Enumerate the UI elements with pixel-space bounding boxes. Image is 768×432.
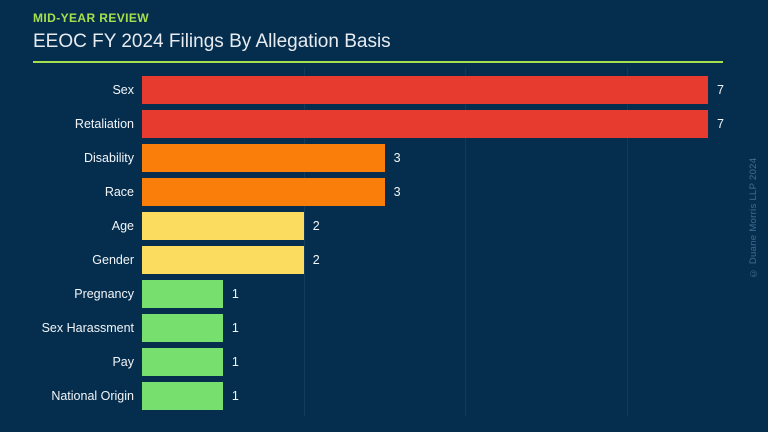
bar [142,212,304,240]
value-label: 2 [312,253,320,267]
gridline-x-6 [627,68,629,416]
bar [142,178,385,206]
value-label: 3 [393,151,401,165]
bar-row: National Origin 1 [0,379,740,413]
category-label: Disability [83,151,134,165]
bar-track: 3 [142,141,740,175]
category-label: Gender [92,253,134,267]
bar-row: Gender 2 [0,243,740,277]
page-title: EEOC FY 2024 Filings By Allegation Basis [33,31,391,52]
category-label: Sex [112,83,134,97]
category-label: National Origin [51,389,134,403]
bar-row: Sex 7 [0,73,740,107]
category-label: Sex Harassment [41,321,134,335]
value-label: 1 [231,389,239,403]
value-label: 1 [231,355,239,369]
bar-chart: Sex 7 Retaliation 7 Disability 3 Race 3 … [0,73,740,413]
plot-area [142,68,708,416]
bar [142,246,304,274]
category-label: Pay [112,355,134,369]
bar-track: 7 [142,107,740,141]
bar-row: Age 2 [0,209,740,243]
bar-track: 2 [142,209,740,243]
value-label: 7 [717,117,724,131]
eyebrow-label: MID-YEAR REVIEW [33,11,150,25]
bar [142,348,223,376]
value-label: 1 [231,321,239,335]
bar-row: Pregnancy 1 [0,277,740,311]
bar-track: 1 [142,311,740,345]
chart-header: MID-YEAR REVIEW EEOC FY 2024 Filings By … [33,11,723,53]
bar-row: Retaliation 7 [0,107,740,141]
category-label: Pregnancy [74,287,134,301]
bar-row: Sex Harassment 1 [0,311,740,345]
bar [142,144,385,172]
bar-track: 1 [142,379,740,413]
bar-row: Disability 3 [0,141,740,175]
bar [142,110,708,138]
category-label: Retaliation [74,117,134,131]
gridline-x-4 [465,68,467,416]
copyright-note: © Duane Morris LLP 2024 [748,157,759,279]
value-label: 7 [717,83,724,97]
value-label: 1 [231,287,239,301]
bar-row: Pay 1 [0,345,740,379]
category-label: Age [111,219,134,233]
value-label: 3 [393,185,401,199]
header-accent-line [33,61,723,63]
gridline-x-2 [303,68,305,416]
bar [142,280,223,308]
category-label: Race [104,185,134,199]
bar-track: 1 [142,345,740,379]
bar [142,76,708,104]
bar-track: 2 [142,243,740,277]
value-label: 2 [312,219,320,233]
bar [142,382,223,410]
bar [142,314,223,342]
bar-track: 3 [142,175,740,209]
bar-track: 1 [142,277,740,311]
bar-track: 7 [142,73,740,107]
bar-row: Race 3 [0,175,740,209]
